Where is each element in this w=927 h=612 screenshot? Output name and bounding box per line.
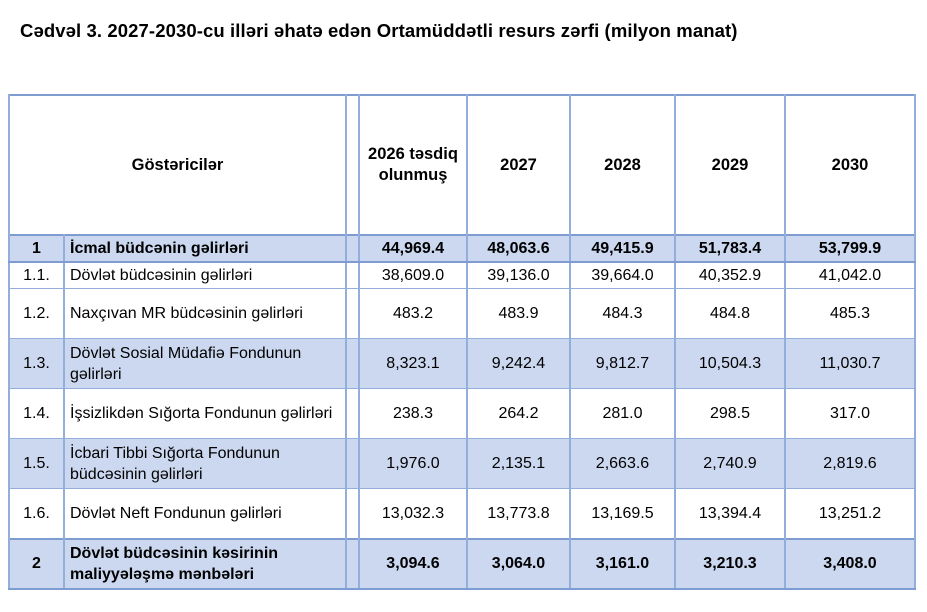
indicator-label-cell: Naxçıvan MR büdcəsinin gəlirləri [63, 288, 347, 340]
header-indicators: Göstəricilər [8, 94, 347, 236]
value-cell: 238.3 [358, 388, 468, 440]
spacer-cell [345, 537, 360, 590]
table-row: 1.2. Naxçıvan MR büdcəsinin gəlirləri 483.… [8, 288, 916, 340]
spacer-cell [345, 288, 360, 340]
value-cell: 38,609.0 [358, 261, 468, 290]
row-number-cell: 1.5. [8, 438, 65, 490]
value-cell: 2,740.9 [674, 438, 786, 490]
value-cell: 13,032.3 [358, 488, 468, 540]
table-row: 1.6. Dövlət Neft Fondunun gəlirləri 13,032… [8, 488, 916, 540]
value-cell: 13,773.8 [466, 488, 571, 540]
value-cell: 41,042.0 [784, 261, 916, 290]
value-cell: 13,251.2 [784, 488, 916, 540]
spacer-cell [345, 338, 360, 390]
header-row: Göstəricilər 2026 təsdiq olunmuş 2027 20… [8, 94, 916, 236]
value-cell: 485.3 [784, 288, 916, 340]
value-cell: 2,663.6 [569, 438, 676, 490]
value-cell: 317.0 [784, 388, 916, 440]
value-cell: 9,812.7 [569, 338, 676, 390]
value-cell: 3,064.0 [466, 537, 571, 590]
header-spacer-cell [345, 94, 360, 236]
value-cell: 484.3 [569, 288, 676, 340]
value-cell: 264.2 [466, 388, 571, 440]
header-col-2029: 2029 [674, 94, 786, 236]
value-cell: 3,210.3 [674, 537, 786, 590]
header-col-2026: 2026 təsdiq olunmuş [358, 94, 468, 236]
spacer-cell [345, 438, 360, 490]
value-cell: 2,135.1 [466, 438, 571, 490]
spacer-cell [345, 488, 360, 540]
indicator-label-cell: Dövlət büdcəsinin gəlirləri [63, 261, 347, 290]
indicator-label-cell: Dövlət Sosial Müdafiə Fondunun gəlirləri [63, 338, 347, 390]
value-cell: 13,169.5 [569, 488, 676, 540]
spacer-cell [345, 388, 360, 440]
table-row: 1.3. Dövlət Sosial Müdafiə Fondunun gəlir… [8, 338, 916, 390]
header-col-2030: 2030 [784, 94, 916, 236]
value-cell: 298.5 [674, 388, 786, 440]
row-number-cell: 1.4. [8, 388, 65, 440]
value-cell: 40,352.9 [674, 261, 786, 290]
table-row: 2 Dövlət büdcəsinin kəsirinin maliyyələşm… [8, 537, 916, 590]
indicator-label-cell: İşsizlikdən Sığorta Fondunun gəlirləri [63, 388, 347, 440]
table-row: 1.4. İşsizlikdən Sığorta Fondunun gəlirlə… [8, 388, 916, 440]
indicator-label-cell: Dövlət Neft Fondunun gəlirləri [63, 488, 347, 540]
table-body: 1 İcmal büdcənin gəlirləri 44,969.4 48,063.… [8, 234, 916, 590]
indicator-label-cell: İcbari Tibbi Sığorta Fondunun büdcəsinin… [63, 438, 347, 490]
value-cell: 1,976.0 [358, 438, 468, 490]
value-cell: 13,394.4 [674, 488, 786, 540]
value-cell: 9,242.4 [466, 338, 571, 390]
header-col-2028: 2028 [569, 94, 676, 236]
table-row: 1 İcmal büdcənin gəlirləri 44,969.4 48,063.… [8, 234, 916, 264]
value-cell: 11,030.7 [784, 338, 916, 390]
value-cell: 39,136.0 [466, 261, 571, 290]
value-cell: 483.9 [466, 288, 571, 340]
value-cell: 3,161.0 [569, 537, 676, 590]
value-cell: 281.0 [569, 388, 676, 440]
indicator-label-cell: İcmal büdcənin gəlirləri [63, 234, 347, 264]
table-row: 1.5. İcbari Tibbi Sığorta Fondunun büdcəs… [8, 438, 916, 490]
spacer-cell [345, 261, 360, 290]
value-cell: 48,063.6 [466, 234, 571, 264]
value-cell: 53,799.9 [784, 234, 916, 264]
row-number-cell: 1.6. [8, 488, 65, 540]
value-cell: 3,094.6 [358, 537, 468, 590]
indicator-label-cell: Dövlət büdcəsinin kəsirinin maliyyələşmə… [63, 537, 347, 590]
value-cell: 44,969.4 [358, 234, 468, 264]
row-number-cell: 1.1. [8, 261, 65, 290]
row-number-cell: 2 [8, 537, 65, 590]
row-number-cell: 1.2. [8, 288, 65, 340]
table-caption: Cədvəl 3. 2027-2030-cu illəri əhatə edən… [20, 20, 738, 41]
value-cell: 3,408.0 [784, 537, 916, 590]
value-cell: 51,783.4 [674, 234, 786, 264]
resource-envelope-table: Göstəricilər 2026 təsdiq olunmuş 2027 20… [8, 94, 916, 590]
value-cell: 39,664.0 [569, 261, 676, 290]
value-cell: 484.8 [674, 288, 786, 340]
value-cell: 49,415.9 [569, 234, 676, 264]
table-row: 1.1. Dövlət büdcəsinin gəlirləri 38,609.0 3… [8, 261, 916, 290]
row-number-cell: 1 [8, 234, 65, 264]
spacer-cell [345, 234, 360, 264]
header-col-2027: 2027 [466, 94, 571, 236]
value-cell: 10,504.3 [674, 338, 786, 390]
value-cell: 483.2 [358, 288, 468, 340]
value-cell: 8,323.1 [358, 338, 468, 390]
row-number-cell: 1.3. [8, 338, 65, 390]
value-cell: 2,819.6 [784, 438, 916, 490]
